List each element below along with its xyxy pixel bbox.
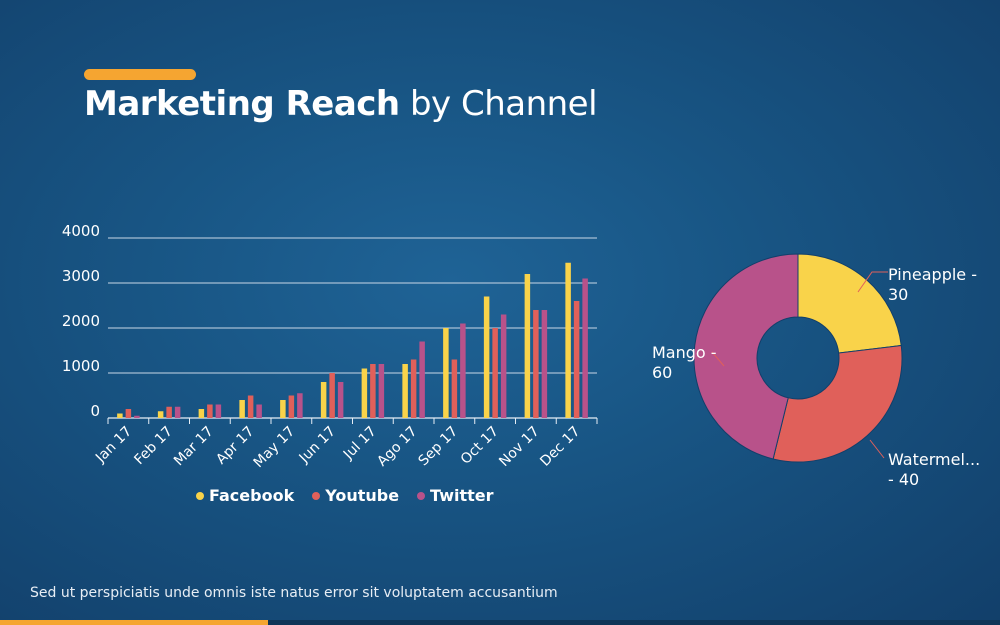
bar-facebook (157, 411, 164, 418)
x-tick-label: Mar 17 (171, 424, 217, 470)
title-accent-bar (84, 69, 196, 80)
bar-twitter (378, 364, 385, 418)
x-tick-label: Jan 17 (92, 424, 135, 467)
page-title: Marketing Reach by Channel (84, 84, 598, 124)
pie-slice (797, 253, 902, 354)
bar-facebook (280, 400, 286, 418)
bar-youtube (125, 409, 132, 418)
x-tick-label: Sep 17 (415, 424, 461, 470)
x-tick-label: Dec 17 (537, 424, 583, 470)
bar-twitter (215, 404, 222, 418)
legend-swatch-twitter (417, 491, 426, 500)
x-tick-label: Ago 17 (374, 424, 420, 470)
legend-label-facebook: Facebook (209, 486, 295, 505)
bar-facebook (198, 409, 205, 418)
bar-youtube (410, 359, 417, 418)
bar-chart-legend: Facebook Youtube Twitter (196, 486, 494, 505)
bar-youtube (533, 310, 539, 418)
bar-twitter (134, 415, 140, 418)
x-tick-label: Feb 17 (131, 424, 176, 469)
bottom-dark-line (268, 620, 1000, 625)
bar-youtube (573, 301, 580, 418)
bar-facebook (565, 262, 571, 418)
y-tick-label: 0 (90, 402, 100, 420)
legend-item-twitter: Twitter (417, 486, 494, 505)
bar-twitter (419, 341, 425, 418)
legend-label-twitter: Twitter (430, 486, 494, 505)
bar-youtube (492, 328, 498, 418)
bar-facebook (239, 400, 245, 418)
bar-twitter (256, 404, 262, 418)
legend-swatch-facebook (196, 491, 204, 500)
bar-facebook (320, 382, 327, 418)
title-rest: by Channel (409, 84, 598, 124)
y-tick-label: 3000 (62, 267, 100, 285)
bar-youtube (247, 395, 254, 418)
pie-label-mango: Mango - 60 (652, 343, 717, 382)
y-tick-label: 4000 (62, 222, 100, 240)
pie-leader-watermelon (869, 439, 885, 459)
bar-facebook (402, 364, 408, 418)
bar-twitter (460, 323, 466, 418)
title-bold: Marketing Reach (84, 84, 400, 124)
pie-label-watermelon: Watermel... - 40 (888, 450, 981, 489)
bar-twitter (582, 278, 588, 418)
footer-text: Sed ut perspiciatis unde omnis iste natu… (30, 585, 558, 601)
bar-facebook (117, 413, 123, 418)
x-tick-label: Nov 17 (496, 424, 542, 470)
bottom-accent-line (0, 620, 268, 625)
pie-slice (693, 253, 799, 460)
pie-leader-pineapple (857, 271, 888, 293)
bar-facebook (524, 274, 531, 418)
legend-swatch-youtube (312, 491, 321, 500)
legend-item-youtube: Youtube (312, 486, 399, 505)
x-tick-label: Jun 17 (296, 424, 339, 467)
legend-item-facebook: Facebook (196, 486, 294, 505)
bar-twitter (174, 406, 181, 418)
bar-facebook (443, 328, 449, 418)
bar-facebook (361, 368, 368, 418)
bar-twitter (541, 310, 548, 418)
bar-youtube (329, 373, 335, 418)
pie-label-pineapple: Pineapple - 30 (888, 265, 977, 304)
pie-slice (772, 344, 903, 463)
x-tick-label: Oct 17 (458, 424, 502, 468)
bar-youtube (288, 395, 295, 418)
bar-twitter (337, 382, 344, 418)
y-tick-label: 2000 (62, 312, 100, 330)
legend-label-youtube: Youtube (325, 486, 400, 505)
bar-youtube (370, 364, 376, 418)
bar-twitter (500, 314, 507, 418)
x-tick-label: Jul 17 (340, 424, 380, 464)
bar-youtube (451, 359, 458, 418)
pie-leader-mango (711, 351, 725, 367)
bar-youtube (207, 404, 213, 418)
x-tick-label: May 17 (251, 424, 299, 472)
bar-twitter (297, 393, 303, 418)
y-tick-label: 1000 (62, 357, 100, 375)
bar-youtube (166, 406, 172, 418)
bar-facebook (483, 296, 490, 418)
